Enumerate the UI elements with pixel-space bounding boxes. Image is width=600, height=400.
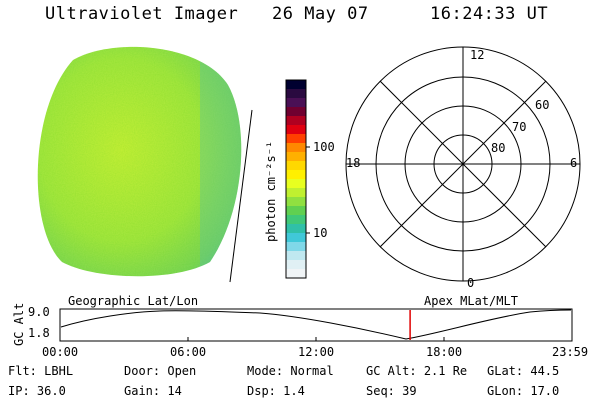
colorbar-segment [286, 161, 306, 171]
info-flt: Flt: LBHL [8, 364, 74, 378]
colorbar-segment [286, 242, 306, 252]
polar-lat-60: 60 [535, 98, 550, 112]
colorbar-segment [286, 224, 306, 234]
colorbar-segment [286, 116, 306, 126]
colorbar-segment [286, 179, 306, 189]
observation-date: 26 May 07 [272, 4, 369, 24]
polar-label-12: 12 [470, 48, 485, 62]
timeline-left-title: Geographic Lat/Lon [68, 294, 199, 308]
colorbar-segment [286, 107, 306, 117]
polar-label-6: 6 [570, 156, 578, 170]
timeline-right-title: Apex MLat/MLT [424, 294, 518, 308]
timeline-xtick-label: 23:59 [552, 345, 589, 359]
info-gc-alt: GC Alt: 2.1 Re [366, 364, 468, 378]
colorbar-segment [286, 170, 306, 180]
timeline-xtick-label: 06:00 [170, 345, 207, 359]
colorbar-frame [285, 79, 307, 279]
colorbar-segment [286, 197, 306, 207]
colorbar-segment [286, 260, 306, 270]
colorbar-stack [286, 80, 306, 279]
terminator-line [229, 109, 253, 283]
colorbar-segment [286, 134, 306, 144]
info-door: Door: Open [124, 364, 197, 378]
timeline-xtick-label: 12:00 [298, 345, 335, 359]
polar-diagonal-2 [379, 80, 547, 248]
info-mode: Mode: Normal [247, 364, 334, 378]
timeline-xtick-label: 18:00 [426, 345, 463, 359]
info-glon: GLon: 17.0 [487, 384, 560, 398]
info-ip: IP: 36.0 [8, 384, 66, 398]
colorbar-segment [286, 215, 306, 225]
polar-label-18: 18 [346, 156, 361, 170]
colorbar-segment [286, 125, 306, 135]
timeline-ytick-high: 9.0 [28, 305, 50, 319]
colorbar-tick-label-10: 10 [313, 226, 328, 240]
colorbar-segment [286, 206, 306, 216]
colorbar-segment [286, 143, 306, 153]
colorbar-segment [286, 152, 306, 162]
timeline-ytick-low: 1.8 [28, 326, 50, 340]
info-seq: Seq: 39 [366, 384, 417, 398]
colorbar-segment [286, 80, 306, 90]
timeline-xtick-label: 00:00 [42, 345, 79, 359]
colorbar-segment [286, 233, 306, 243]
info-gain: Gain: 14 [124, 384, 182, 398]
polar-lat-80: 80 [491, 141, 506, 155]
altitude-curve [60, 309, 572, 340]
info-dsp: Dsp: 1.4 [247, 384, 305, 398]
observation-time: 16:24:33 UT [430, 4, 549, 24]
instrument-title: Ultraviolet Imager [45, 4, 239, 24]
polar-lat-70: 70 [512, 120, 527, 134]
colorbar-segment [286, 89, 306, 99]
colorbar-segment [286, 188, 306, 198]
timeline-frame [59, 308, 573, 342]
colorbar-segment [286, 98, 306, 108]
info-glat: GLat: 44.5 [487, 364, 560, 378]
colorbar-tick-label-100: 100 [313, 140, 335, 154]
colorbar-segment [286, 269, 306, 279]
colorbar-segment [286, 251, 306, 261]
polar-label-0: 0 [467, 276, 475, 290]
